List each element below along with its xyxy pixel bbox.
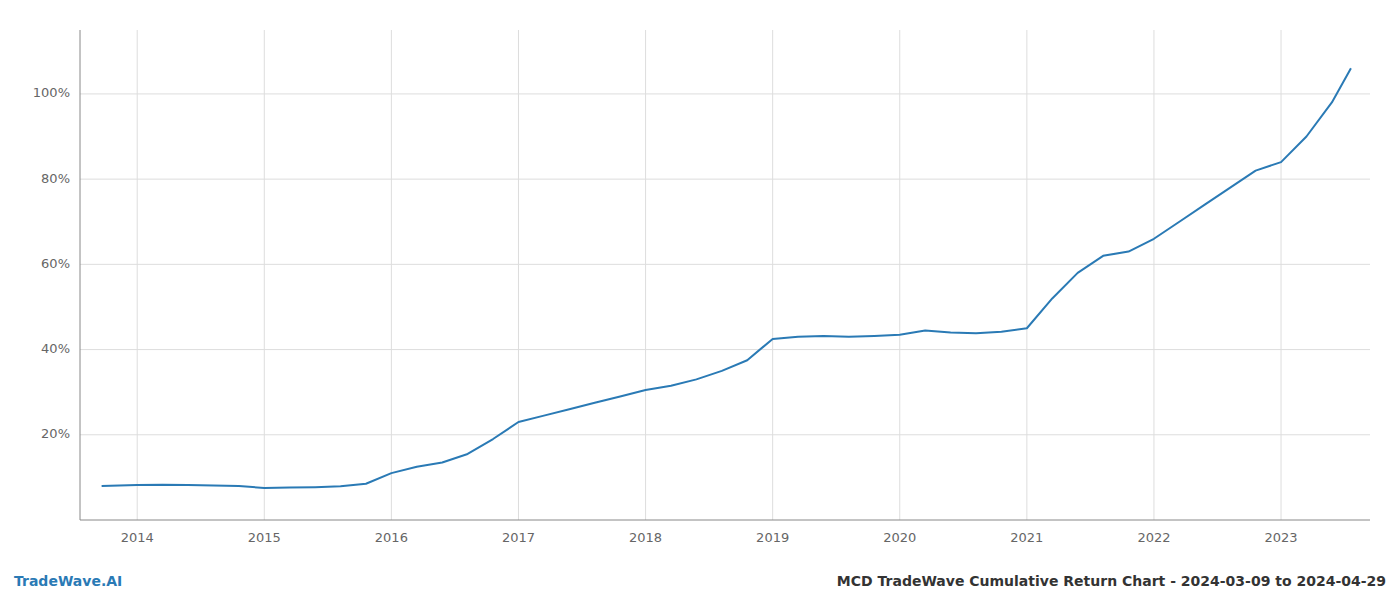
y-grid-line bbox=[80, 179, 1370, 180]
x-tick-label: 2021 bbox=[1010, 530, 1043, 545]
x-tick-label: 2022 bbox=[1137, 530, 1170, 545]
grid bbox=[80, 30, 1370, 520]
y-axis-line bbox=[80, 30, 81, 520]
x-grid-line bbox=[1026, 30, 1027, 520]
line bbox=[102, 68, 1351, 488]
background bbox=[0, 0, 1400, 600]
y-grid-line bbox=[80, 434, 1370, 435]
footer-text: MCD TradeWave Cumulative Return Chart - … bbox=[837, 573, 1386, 589]
x-grid-line bbox=[264, 30, 265, 520]
x-grid-line bbox=[645, 30, 646, 520]
tick-labels: 20% 40% 60% 80% 100% 2014 2015 2016 2017 2018 2019… bbox=[33, 85, 1298, 545]
page: {"chart_data": { "type": "line", "color"… bbox=[0, 0, 1400, 600]
x-tick-label: 2023 bbox=[1264, 530, 1297, 545]
x-grid-line bbox=[1281, 30, 1282, 520]
x-grid-line bbox=[518, 30, 519, 520]
y-tick-label: 60% bbox=[41, 256, 70, 271]
footer-text: TradeWave.AI bbox=[14, 573, 122, 589]
y-tick-label: 80% bbox=[41, 171, 70, 186]
x-tick-label: 2019 bbox=[756, 530, 789, 545]
x-tick-label: 2014 bbox=[121, 530, 154, 545]
x-tick-label: 2016 bbox=[375, 530, 408, 545]
x-grid-line bbox=[1153, 30, 1154, 520]
y-tick-label: 20% bbox=[41, 426, 70, 441]
x-tick-label: 2020 bbox=[883, 530, 916, 545]
chart: 20% 40% 60% 80% 100% 2014 2015 2016 2017 2018 2019… bbox=[0, 0, 1400, 600]
x-grid-line bbox=[391, 30, 392, 520]
y-grid-line bbox=[80, 93, 1370, 94]
x-tick-label: 2017 bbox=[502, 530, 535, 545]
x-grid-line bbox=[772, 30, 773, 520]
y-grid-line bbox=[80, 349, 1370, 350]
y-grid-line bbox=[80, 264, 1370, 265]
y-tick-label: 40% bbox=[41, 341, 70, 356]
y-tick-label: 100% bbox=[33, 85, 70, 100]
series bbox=[102, 68, 1351, 488]
x-grid-line bbox=[899, 30, 900, 520]
x-tick-label: 2015 bbox=[248, 530, 281, 545]
x-tick-label: 2018 bbox=[629, 530, 662, 545]
x-axis-line bbox=[80, 520, 1370, 521]
x-grid-line bbox=[137, 30, 138, 520]
